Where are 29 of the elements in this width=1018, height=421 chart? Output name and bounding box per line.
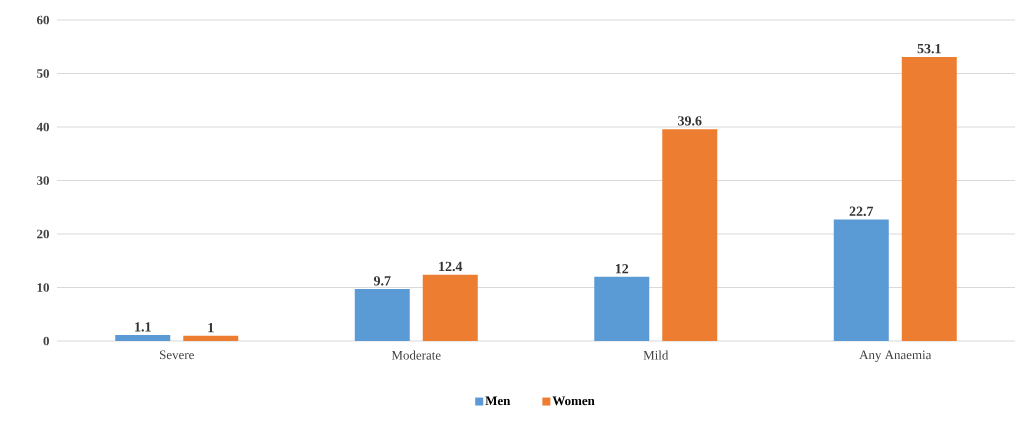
- bar: [115, 335, 171, 341]
- bar: [901, 56, 957, 341]
- y-tick-label: 60: [36, 15, 49, 25]
- legend-label: Women: [552, 396, 595, 406]
- y-tick-label: 40: [36, 122, 49, 132]
- data-label: 12.4: [439, 261, 463, 272]
- bar: [183, 335, 239, 341]
- x-tick-label: Mild: [643, 350, 669, 360]
- legend-label: Men: [485, 396, 511, 406]
- data-label: 39.6: [678, 116, 702, 126]
- bar: [662, 129, 718, 341]
- y-tick-label: 10: [37, 283, 49, 292]
- bar: [422, 274, 478, 341]
- y-tick-label: 20: [37, 229, 49, 239]
- bar: [594, 276, 650, 341]
- bar: [354, 289, 410, 341]
- data-label: 9.7: [373, 276, 391, 286]
- y-tick-label: 50: [37, 69, 49, 78]
- y-tick-label: 30: [37, 176, 49, 185]
- data-label: 53.1: [917, 43, 941, 54]
- x-tick-label: Any Anaemia: [859, 350, 932, 362]
- bar: [833, 219, 889, 341]
- x-tick-label: Moderate: [391, 350, 441, 360]
- data-label: 12: [615, 264, 629, 274]
- data-label: 1: [208, 322, 214, 333]
- data-label: 22.7: [849, 206, 874, 217]
- y-tick-label: 0: [43, 336, 49, 346]
- x-tick-label: Severe: [160, 350, 194, 360]
- data-label: 1.1: [135, 322, 151, 332]
